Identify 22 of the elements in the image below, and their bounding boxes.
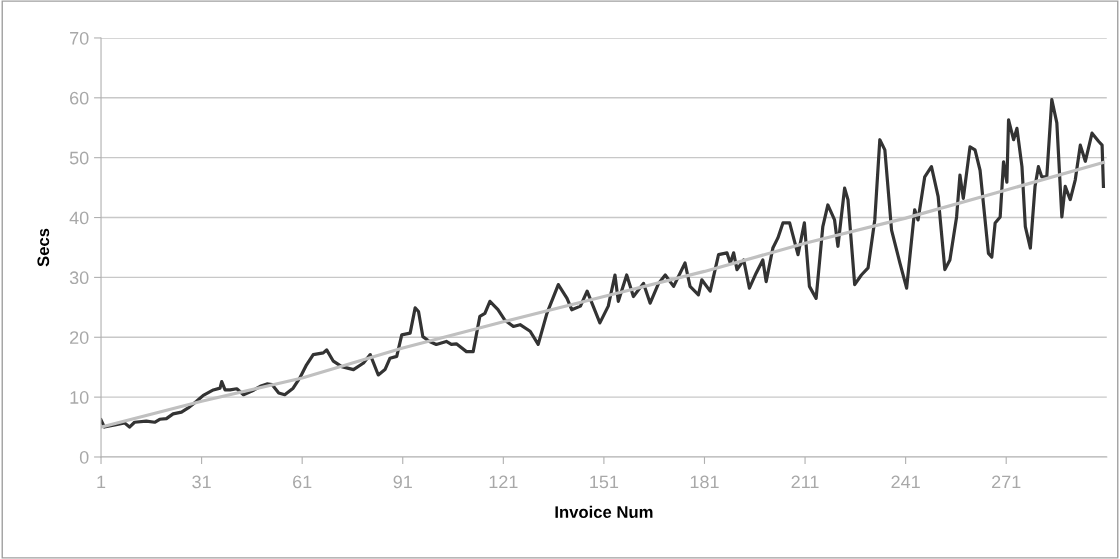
line-series	[101, 160, 1106, 429]
y-tick-label: 30	[69, 271, 89, 285]
x-tick-label: 181	[690, 475, 719, 489]
y-tick-label: 0	[79, 450, 89, 464]
x-tick-label: 31	[192, 475, 211, 489]
y-tick-label: 40	[69, 211, 89, 225]
y-tick-label: 10	[70, 391, 89, 404]
y-tick-label: 50	[69, 151, 89, 165]
x-tick-label: 211	[791, 475, 819, 489]
y-tick-label: 70	[70, 31, 89, 45]
x-tick-label: 61	[293, 475, 312, 489]
x-tick-label: 91	[393, 475, 412, 489]
y-tick-label: 20	[70, 331, 89, 344]
y-tick-label: 60	[70, 91, 89, 105]
x-tick-label: 121	[489, 475, 518, 489]
x-axis-title: Invoice Num	[555, 505, 653, 518]
x-tick-label: 271	[992, 475, 1021, 489]
line-series	[101, 98, 1106, 429]
x-tick-label: 241	[891, 475, 920, 489]
x-tick-label: 151	[590, 475, 619, 489]
x-tick-label: 1	[97, 475, 106, 489]
y-axis-title: Secs	[37, 228, 50, 267]
